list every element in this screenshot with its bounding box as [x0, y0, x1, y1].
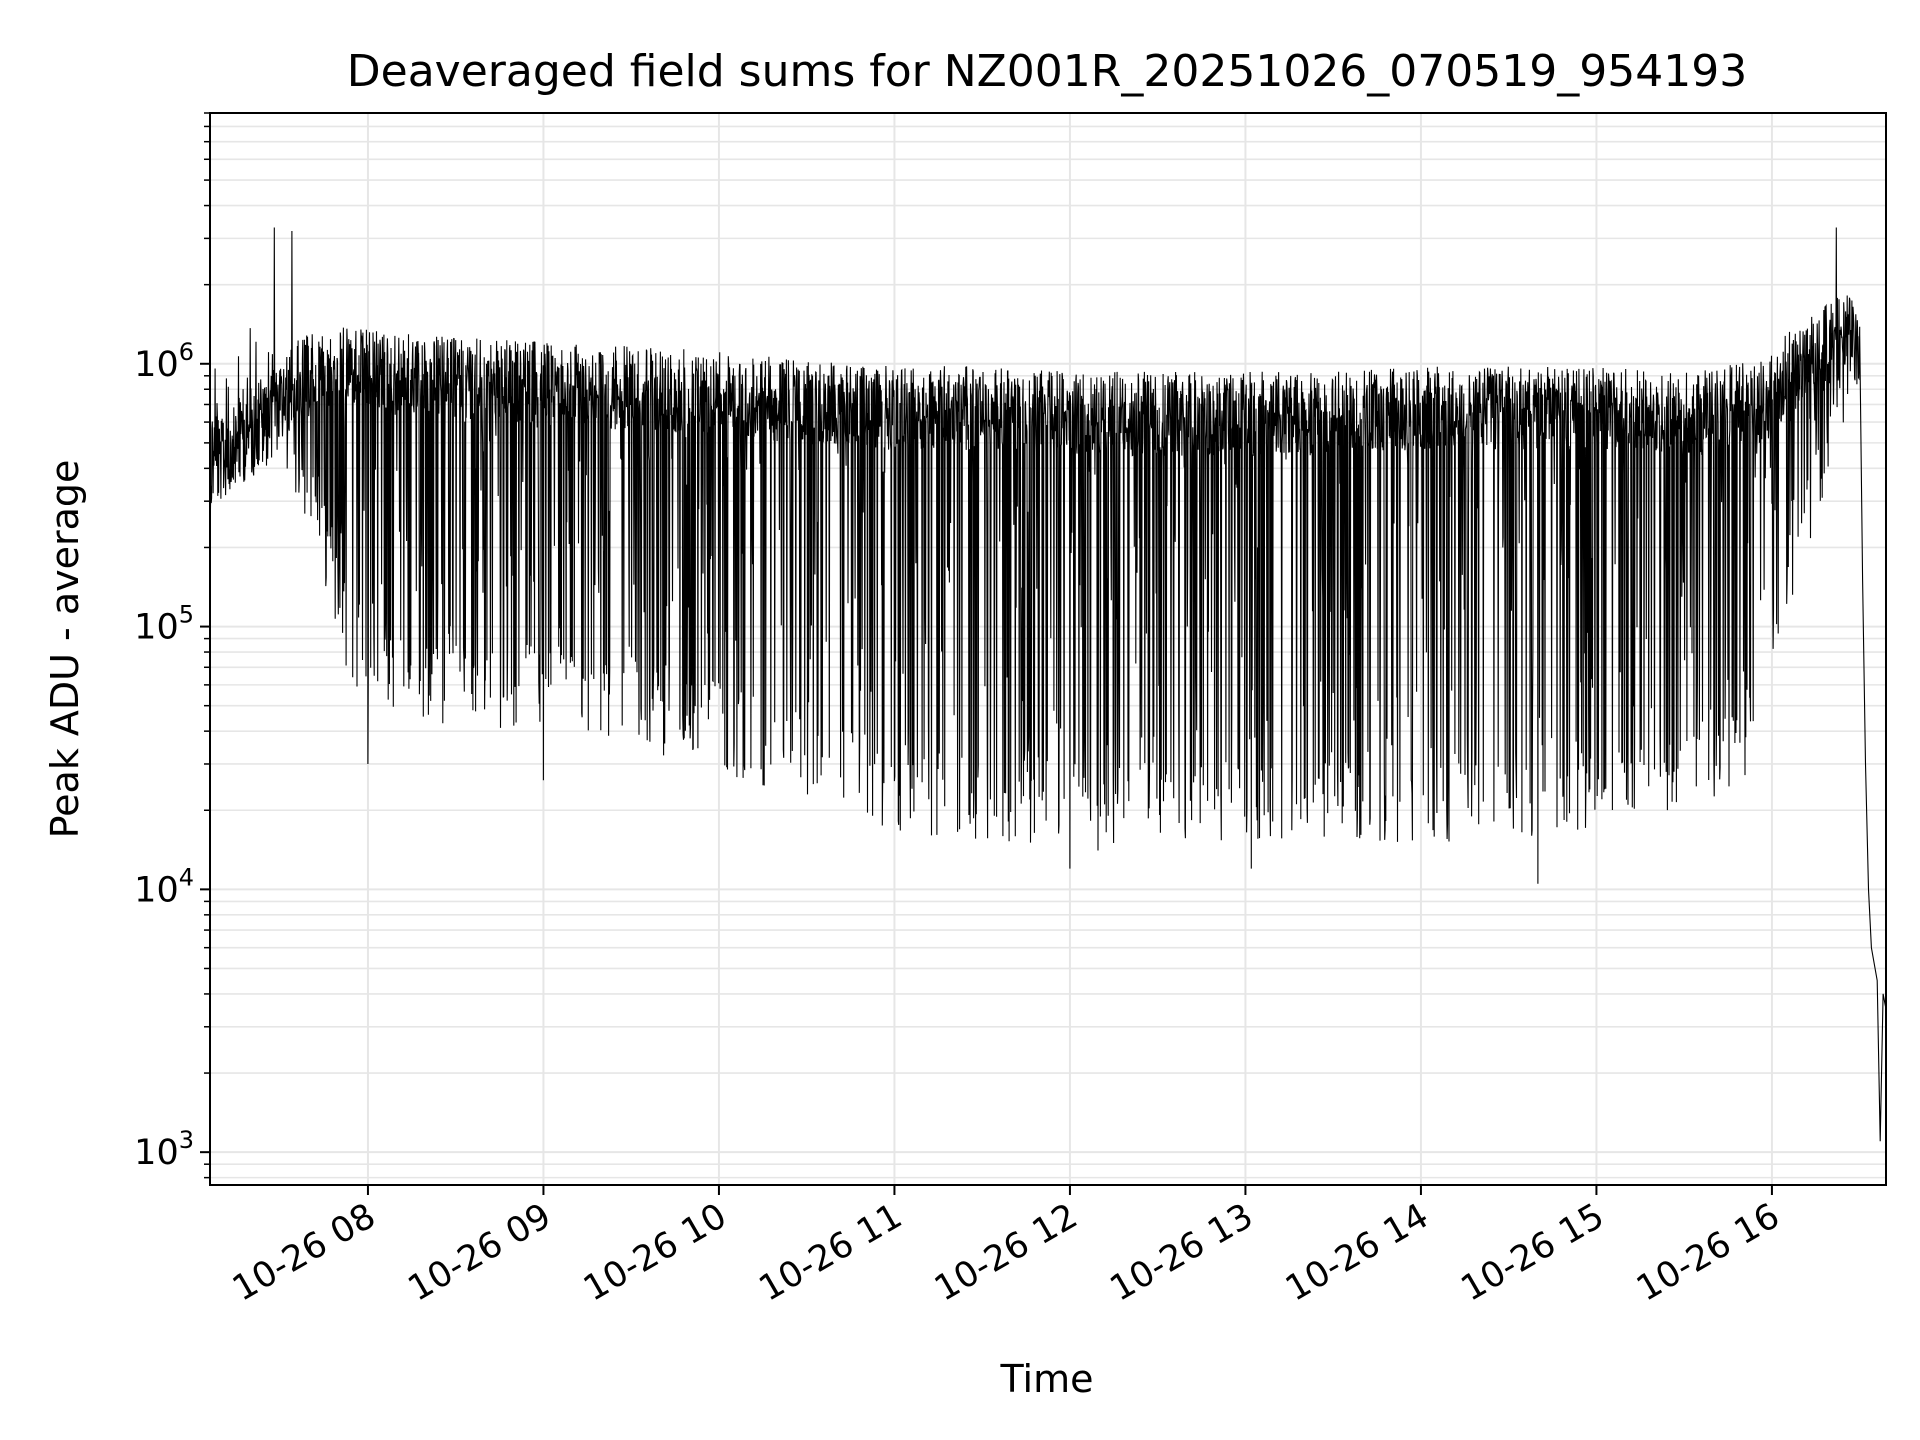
x-axis-ticks: 10-26 08 10-26 09 10-26 10 10-26 11 10-26 12… — [226, 1185, 1786, 1309]
plot-area-frame — [209, 112, 1887, 1186]
y-tick-label: 104 — [134, 863, 194, 910]
x-tick-label: 10-26 15 — [1455, 1196, 1611, 1309]
x-tick-label: 10-26 12 — [928, 1196, 1084, 1309]
chart-title: Deaveraged field sums for NZ001R_2025102… — [347, 46, 1747, 97]
x-tick-label: 10-26 09 — [402, 1196, 558, 1309]
y-tick-label: 103 — [134, 1126, 194, 1173]
x-tick-label: 10-26 08 — [226, 1196, 382, 1309]
y-tick-label: 106 — [134, 338, 194, 385]
x-tick-label: 10-26 11 — [753, 1196, 909, 1309]
y-tick-label: 105 — [134, 601, 194, 648]
x-tick-label: 10-26 10 — [577, 1196, 733, 1309]
x-tick-label: 10-26 16 — [1630, 1196, 1786, 1309]
series-line — [209, 227, 1887, 1142]
x-axis-label: Time — [1000, 1357, 1094, 1401]
x-tick-label: 10-26 13 — [1104, 1196, 1260, 1309]
x-tick-label: 10-26 14 — [1279, 1196, 1435, 1309]
y-axis-ticks: 103 104 105 106 — [134, 112, 210, 1179]
y-axis-label: Peak ADU - average — [43, 460, 87, 839]
series-layer — [209, 227, 1887, 1142]
